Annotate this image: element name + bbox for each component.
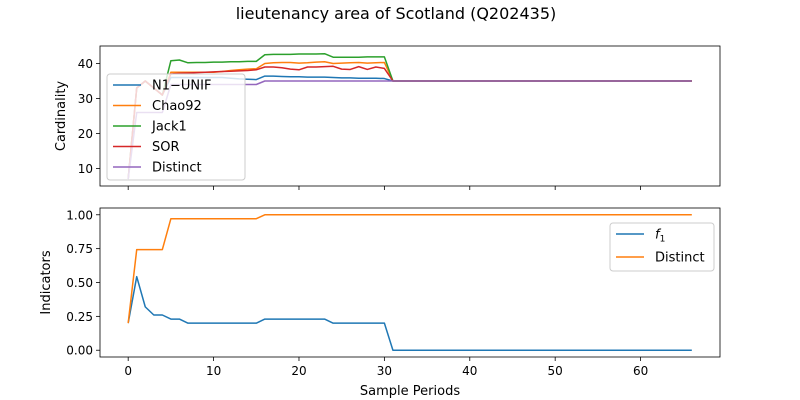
legend-label: Chao92 [152, 99, 202, 114]
x-tick-label: 10 [206, 364, 221, 378]
legend: N1−UNIF Chao92 Jack1 SOR Distinct [106, 73, 246, 181]
legend-label: N1−UNIF [152, 79, 211, 94]
y-axis-label: Indicators [39, 250, 54, 314]
legend-label: Distinct [655, 251, 705, 266]
y-axis-label: Cardinality [54, 81, 69, 152]
legend-frame [106, 73, 246, 181]
series-line-chao92 [127, 61, 692, 180]
chart-panel-1: 10 20 30 40 Cardinality N1−UNIF Chao92 Jack1 SOR… [54, 45, 721, 190]
x-tick-label: 40 [462, 364, 477, 378]
y-tick-label: 0.25 [66, 310, 93, 324]
y-tick-label: 40 [78, 57, 93, 71]
axes-frame [99, 45, 721, 187]
figure-title: lieutenancy area of Scotland (Q202435) [236, 4, 557, 23]
y-tick-label: 0.50 [66, 276, 93, 290]
legend-frame [609, 222, 715, 272]
series-line-jack1 [127, 52, 692, 180]
y-tick-label: 1.00 [66, 208, 93, 222]
x-tick-label: 0 [124, 364, 132, 378]
x-tick-label: 20 [291, 364, 306, 378]
y-tick-label: 30 [78, 92, 93, 106]
axes-frame [99, 207, 721, 358]
legend: f1 Distinct [609, 222, 715, 272]
legend-label: SOR [152, 140, 180, 155]
legend-label: Jack1 [151, 120, 187, 135]
x-axis-label: Sample Periods [360, 384, 460, 399]
x-tick-label: 50 [548, 364, 563, 378]
x-tick-label: 30 [377, 364, 392, 378]
y-tick-label: 0.00 [66, 344, 93, 358]
legend-label: f1 [655, 228, 665, 245]
y-tick-label: 0.75 [66, 242, 93, 256]
series-line-f1 [127, 275, 692, 351]
legend-label: Distinct [152, 161, 202, 176]
y-tick-label: 10 [78, 162, 93, 176]
chart-panel-2: 0 10 20 30 40 50 60 0.00 0.25 0.50 0.75 1.00 Indicat… [39, 207, 721, 399]
series-line-distinct [127, 214, 692, 324]
y-tick-label: 20 [78, 127, 93, 141]
x-tick-label: 60 [633, 364, 648, 378]
